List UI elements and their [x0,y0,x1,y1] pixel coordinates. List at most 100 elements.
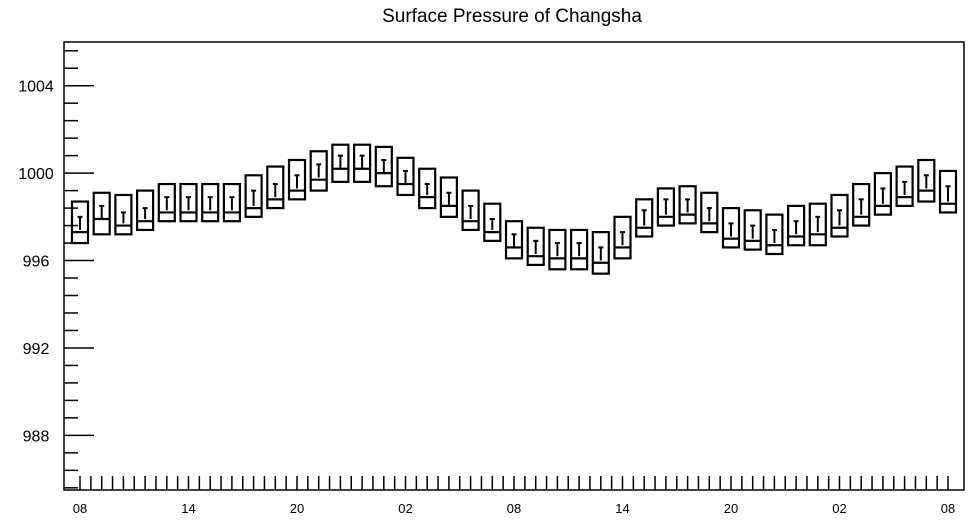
box-outline [830,193,849,238]
box [613,215,632,260]
box-outline [873,172,893,216]
box [786,204,806,247]
box-outline [678,185,697,225]
y-tick-label: 1004 [18,79,54,96]
box [678,185,697,225]
box-outline [656,187,676,227]
x-tick-label: 20 [290,501,304,516]
box-outline [721,206,741,249]
box [917,158,936,203]
x-tick-label: 02 [398,501,412,516]
box [548,228,567,271]
box [591,231,610,275]
box [114,193,133,236]
box [418,167,437,210]
box [852,182,871,227]
box-outline [526,226,545,267]
box [70,200,90,245]
box-outline [309,150,328,192]
box [266,165,285,210]
box-outline [136,189,155,232]
box [396,156,415,197]
box-outline [266,165,285,210]
box [374,145,393,188]
box [938,169,958,214]
box [743,209,762,251]
box [353,143,372,183]
y-tick-label: 988 [23,428,50,445]
x-tick-label: 02 [832,501,846,516]
x-tick-label: 14 [615,501,629,516]
box-outline [418,167,437,210]
box-outline [548,228,567,271]
x-axis: 08 14 20 02 08 14 20 02 08 [73,476,955,516]
box-outline [461,189,480,232]
box-outline [396,156,415,197]
box-outline [70,200,90,245]
box-outline [895,165,914,208]
box-outline [591,231,610,275]
box-outline [114,193,133,236]
box [244,174,263,218]
box [808,202,827,247]
x-tick-label: 20 [724,501,738,516]
box-outline [179,182,198,223]
box [504,220,524,260]
box-outline [157,182,176,223]
box [222,182,241,223]
box-outline [765,213,784,256]
box-outline [569,228,589,271]
box-outline [331,143,350,183]
x-tick-label: 08 [73,501,87,516]
box [830,193,849,238]
box [439,176,458,218]
box-outline [201,182,220,223]
box-outline [287,158,307,201]
box [765,213,784,256]
box [136,189,155,232]
y-axis: 988 992 996 1000 1004 [18,49,94,489]
box-outline [743,209,762,251]
box-outline [917,158,936,203]
box-outline [786,204,806,247]
box [309,150,328,192]
box [700,191,719,234]
x-tick-label: 08 [507,501,521,516]
box [179,182,198,223]
box [635,198,654,238]
box [656,187,676,227]
box-outline [852,182,871,227]
box-outline [613,215,632,260]
box-outline [938,169,958,214]
box-outline [700,191,719,234]
plot-frame [63,41,965,491]
box-outline [244,174,263,218]
box-series [70,143,958,275]
chart-title: Surface Pressure of Changsha [382,6,642,27]
box-outline [808,202,827,247]
box [721,206,741,249]
box-outline [374,145,393,188]
x-tick-label: 14 [181,501,195,516]
y-tick-label: 996 [23,254,50,271]
box [873,172,893,216]
box [461,189,480,232]
box [331,143,350,183]
y-tick-label: 992 [23,341,50,358]
y-tick-label: 1000 [18,166,54,183]
box-outline [222,182,241,223]
box [569,228,589,271]
box [526,226,545,267]
box-outline [92,191,111,236]
box [483,202,502,242]
box-outline [483,202,502,242]
box [895,165,914,208]
x-tick-label: 08 [941,501,955,516]
box-outline [353,143,372,183]
box [287,158,307,201]
box-outline [504,220,524,260]
box [92,191,111,236]
box-outline [439,176,458,218]
box-outline [635,198,654,238]
